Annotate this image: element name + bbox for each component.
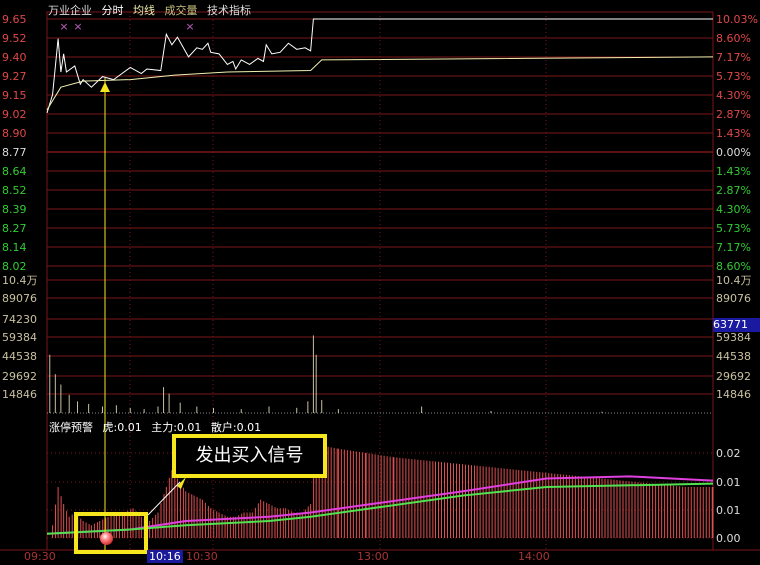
signal-highlight-box	[74, 512, 148, 554]
legend-sanhu: 散户:0.01	[210, 421, 262, 434]
price-tick: 8.14	[2, 241, 27, 254]
limit-up-mark-icon: ×	[73, 20, 82, 33]
x-tick: 14:00	[518, 550, 550, 563]
price-tick: 8.02	[2, 260, 27, 273]
price-tick: 8.64	[2, 165, 27, 178]
pct-tick: 0.00%	[716, 146, 751, 159]
buy-signal-marker-icon	[100, 532, 113, 545]
tab-avg-line[interactable]: 均线	[133, 4, 155, 17]
volume-tick-right: 89076	[716, 292, 751, 305]
volume-tick: 89076	[2, 292, 37, 305]
price-tick: 8.27	[2, 222, 27, 235]
pct-tick: 10.03%	[716, 13, 758, 26]
pct-tick: 8.60%	[716, 260, 751, 273]
pct-tick: 1.43%	[716, 127, 751, 140]
x-tick: 09:30	[24, 550, 56, 563]
stock-name: 万业企业	[48, 4, 92, 17]
tab-fenshi[interactable]: 分时	[101, 4, 124, 17]
indicator-name: 涨停预警	[49, 421, 93, 434]
pct-tick: 2.87%	[716, 184, 751, 197]
price-tick: 8.90	[2, 127, 27, 140]
indicator-tick: 0.01	[716, 504, 741, 517]
volume-tick: 10.4万	[2, 274, 38, 287]
pct-tick: 5.73%	[716, 222, 751, 235]
volume-tick: 59384	[2, 331, 37, 344]
volume-tick-right: 14846	[716, 388, 751, 401]
indicator-tick: 0.01	[716, 476, 741, 489]
zhuli-line	[46, 475, 714, 535]
volume-tick: 14846	[2, 388, 37, 401]
cursor-time: 10:16	[147, 550, 183, 563]
limit-up-mark-icon: ×	[59, 20, 68, 33]
pct-tick: 7.17%	[716, 51, 751, 64]
price-tick: 9.27	[2, 70, 27, 83]
pct-tick: 4.30%	[716, 203, 751, 216]
buy-signal-callout: 发出买入信号	[172, 434, 327, 478]
pct-tick: 1.43%	[716, 165, 751, 178]
volume-tick: 74230	[2, 313, 37, 326]
price-tick: 8.39	[2, 203, 27, 216]
indicator-tick: 0.02	[716, 447, 741, 460]
volume-tick-right: 10.4万	[716, 274, 752, 287]
pct-tick: 7.17%	[716, 241, 751, 254]
volume-tick: 44538	[2, 350, 37, 363]
legend-zhuli: 主力:0.01	[151, 421, 202, 434]
volume-cursor-readout: 63771	[713, 318, 760, 332]
buy-arrow-up-icon	[100, 82, 110, 92]
volume-tick-right: 44538	[716, 350, 751, 363]
chart-header: 万业企业 分时 均线 成交量 技术指标	[48, 2, 257, 18]
volume-tick: 29692	[2, 370, 37, 383]
price-tick: 8.77	[2, 146, 27, 159]
price-line	[46, 18, 713, 114]
legend-hu: 虎:0.01	[102, 421, 142, 434]
callout-arrow-icon	[177, 477, 186, 489]
price-tick: 9.02	[2, 108, 27, 121]
price-tick: 9.15	[2, 89, 27, 102]
avg-price-line	[46, 56, 714, 111]
volume-tick-right: 29692	[716, 370, 751, 383]
indicator-tick: 0.00	[716, 532, 741, 545]
price-tick: 9.65	[2, 13, 27, 26]
x-tick: 10:30	[186, 550, 218, 563]
tab-indicators[interactable]: 技术指标	[207, 4, 251, 17]
pct-tick: 4.30%	[716, 89, 751, 102]
tab-volume[interactable]: 成交量	[164, 4, 198, 17]
pct-tick: 5.73%	[716, 70, 751, 83]
volume-tick-right: 59384	[716, 331, 751, 344]
sanhu-line	[46, 482, 714, 535]
x-tick: 13:00	[357, 550, 389, 563]
pct-tick: 8.60%	[716, 32, 751, 45]
pct-tick: 2.87%	[716, 108, 751, 121]
price-tick: 9.40	[2, 51, 27, 64]
price-tick: 8.52	[2, 184, 27, 197]
limit-up-mark-icon: ×	[185, 20, 194, 33]
price-tick: 9.52	[2, 32, 27, 45]
indicator-legend: 涨停预警 虎:0.01 主力:0.01 散户:0.01	[49, 419, 267, 435]
callout-pointer	[147, 481, 181, 516]
